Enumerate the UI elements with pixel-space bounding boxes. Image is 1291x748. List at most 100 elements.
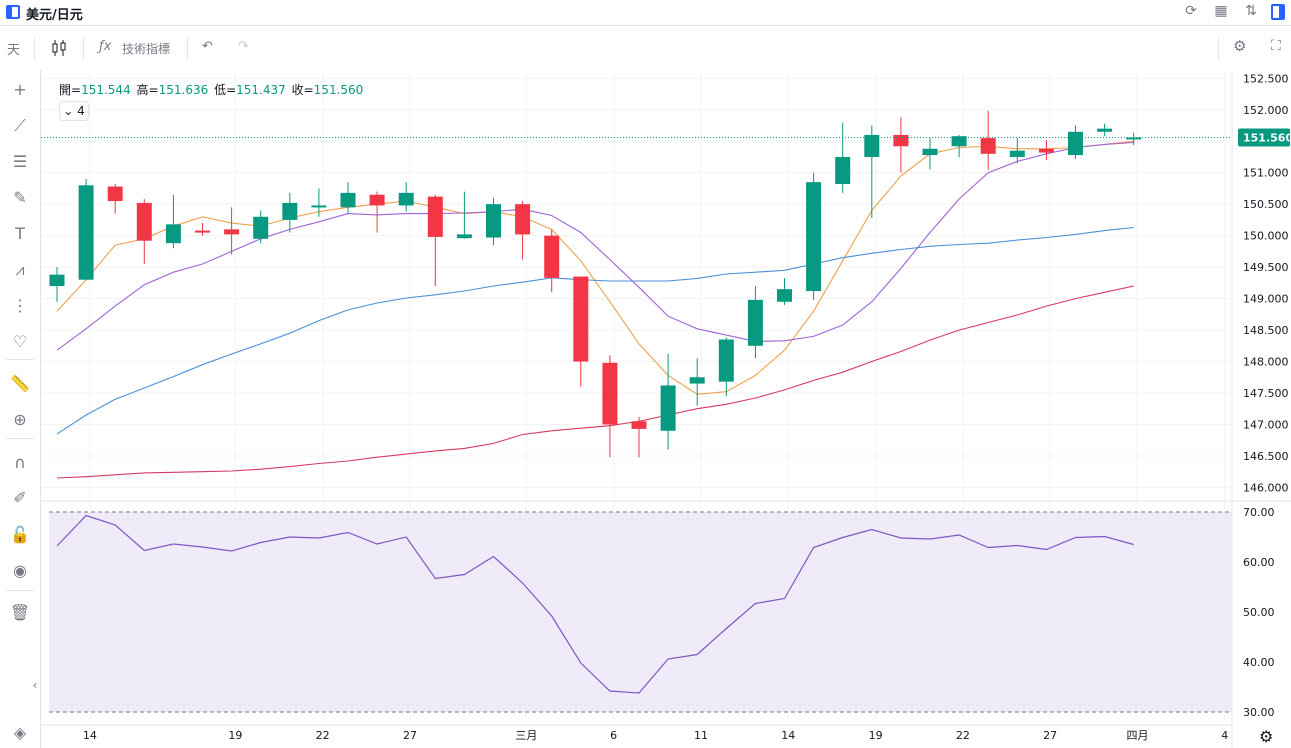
- price-tick-label: 148.500: [1243, 324, 1289, 337]
- pattern-icon[interactable]: ⩘: [15, 260, 25, 279]
- candle-body: [340, 192, 356, 208]
- candle-body: [78, 185, 94, 280]
- horizontal-lines-icon[interactable]: ☰: [12, 152, 28, 171]
- favorite-heart-icon[interactable]: ♡: [12, 332, 28, 351]
- candle: [864, 125, 880, 219]
- candle-body: [747, 299, 763, 346]
- candle: [49, 267, 65, 302]
- time-tick-label: 22: [956, 729, 970, 742]
- candle: [1068, 125, 1083, 159]
- last-price-label: 151.560: [1243, 131, 1291, 144]
- candle-body: [1038, 148, 1054, 153]
- candle-body: [486, 204, 501, 238]
- axis-settings-gear-icon[interactable]: ⚙: [1259, 727, 1273, 746]
- time-tick-label: 三月: [515, 729, 537, 742]
- symbol-title: 美元/日元: [26, 8, 83, 23]
- ohlc-legend: 開=151.544 高=151.636 低=151.437 收=151.560: [59, 83, 364, 97]
- candle-body: [1009, 150, 1025, 157]
- candle: [398, 182, 414, 212]
- candle: [456, 191, 472, 239]
- rsi-tick-label: 30.00: [1243, 706, 1275, 719]
- low-value: 151.437: [236, 83, 286, 97]
- candle: [689, 358, 705, 406]
- layers-icon[interactable]: ◈: [13, 723, 27, 742]
- candle: [369, 191, 385, 233]
- candle: [282, 192, 298, 233]
- close-label: 收: [291, 83, 304, 97]
- rsi-line: [56, 514, 1134, 694]
- text-tool-icon[interactable]: T: [15, 224, 25, 243]
- candle-body: [515, 204, 531, 235]
- trend-line-icon[interactable]: ⟋: [14, 116, 26, 135]
- crosshair-icon[interactable]: +: [13, 80, 27, 99]
- open-label: 開: [59, 83, 72, 97]
- last-price-badge: [1238, 128, 1290, 147]
- candle: [777, 277, 792, 305]
- candle-body: [282, 202, 298, 220]
- time-tick-label: 22: [316, 729, 330, 742]
- candle-body: [602, 362, 618, 425]
- candle: [78, 179, 94, 280]
- brush-icon[interactable]: ✎: [13, 188, 27, 207]
- price-tick-label: 149.500: [1243, 261, 1289, 274]
- candle: [747, 286, 763, 359]
- candle: [806, 172, 822, 300]
- candle-body: [893, 134, 909, 147]
- indicator-count: 4: [77, 104, 85, 118]
- trash-icon[interactable]: 🗑: [9, 603, 31, 622]
- toolbar-divider: [1218, 38, 1219, 60]
- indicators-button[interactable]: 技術指標: [122, 42, 171, 56]
- time-tick-label: 27: [1043, 729, 1057, 742]
- price-tick-label: 146.500: [1243, 450, 1289, 463]
- magnet-icon[interactable]: ∩: [14, 453, 26, 472]
- indicators-collapse-button[interactable]: ⌄ 4: [59, 101, 89, 121]
- fib-tool-icon[interactable]: ⋮: [12, 296, 28, 315]
- price-tick-label: 149.000: [1243, 293, 1289, 306]
- candle: [427, 194, 443, 286]
- ruler-icon[interactable]: 📏: [10, 374, 30, 393]
- rsi-tick-label: 70.00: [1243, 506, 1275, 519]
- candle-body: [224, 229, 240, 235]
- time-tick-label: 27: [403, 729, 417, 742]
- candle-body: [253, 216, 269, 239]
- undo-icon[interactable]: ↶: [202, 39, 213, 54]
- panel-toggle-icon[interactable]: [1271, 4, 1285, 20]
- candle: [1126, 132, 1142, 146]
- eye-visibility-icon[interactable]: ◉: [13, 561, 27, 580]
- zoom-in-icon[interactable]: ⊕: [13, 410, 27, 429]
- candle-body: [165, 224, 181, 244]
- compare-arrows-icon[interactable]: ⇅: [1245, 3, 1257, 19]
- candle-body: [1126, 137, 1142, 140]
- candle: [515, 201, 531, 260]
- timeframe-button[interactable]: 天: [7, 43, 21, 58]
- refresh-icon[interactable]: ⟳: [1185, 3, 1197, 19]
- rsi-band: [49, 512, 1232, 712]
- lock-drawing-icon[interactable]: ✐: [13, 488, 27, 507]
- toolbar-divider: [34, 38, 35, 60]
- layout-grid-icon[interactable]: ▦: [1214, 3, 1228, 19]
- candle-body: [835, 156, 851, 185]
- drawing-tools-rail: + ⟋ ☰ ✎ T ⩘ ⋮ ♡ 📏 ⊕ ∩ ✐ 🔓 ◉ 🗑 ‹ ◈: [0, 70, 40, 748]
- candle: [602, 355, 618, 458]
- chart-area[interactable]: [40, 70, 1291, 748]
- candle-body: [427, 196, 443, 237]
- candle-body: [311, 205, 327, 208]
- settings-gear-icon[interactable]: ⚙: [1233, 37, 1247, 55]
- candle: [107, 184, 123, 214]
- redo-icon[interactable]: ↷: [238, 39, 249, 54]
- candle-body: [718, 339, 734, 382]
- time-tick-label: 11: [694, 729, 708, 742]
- candle-style-icon[interactable]: [51, 39, 67, 61]
- candle: [1038, 139, 1054, 161]
- function-icon[interactable]: ƒx: [99, 39, 112, 54]
- collapse-rail-chevron-icon[interactable]: ‹: [32, 678, 38, 692]
- price-tick-label: 150.500: [1243, 198, 1289, 211]
- candle: [224, 207, 240, 255]
- candle: [195, 223, 210, 236]
- candle: [631, 416, 647, 458]
- lock-icon[interactable]: 🔓: [10, 525, 30, 544]
- price-tick-label: 146.000: [1243, 481, 1289, 494]
- fullscreen-icon[interactable]: ⛶: [1271, 38, 1281, 54]
- candle-body: [864, 134, 880, 157]
